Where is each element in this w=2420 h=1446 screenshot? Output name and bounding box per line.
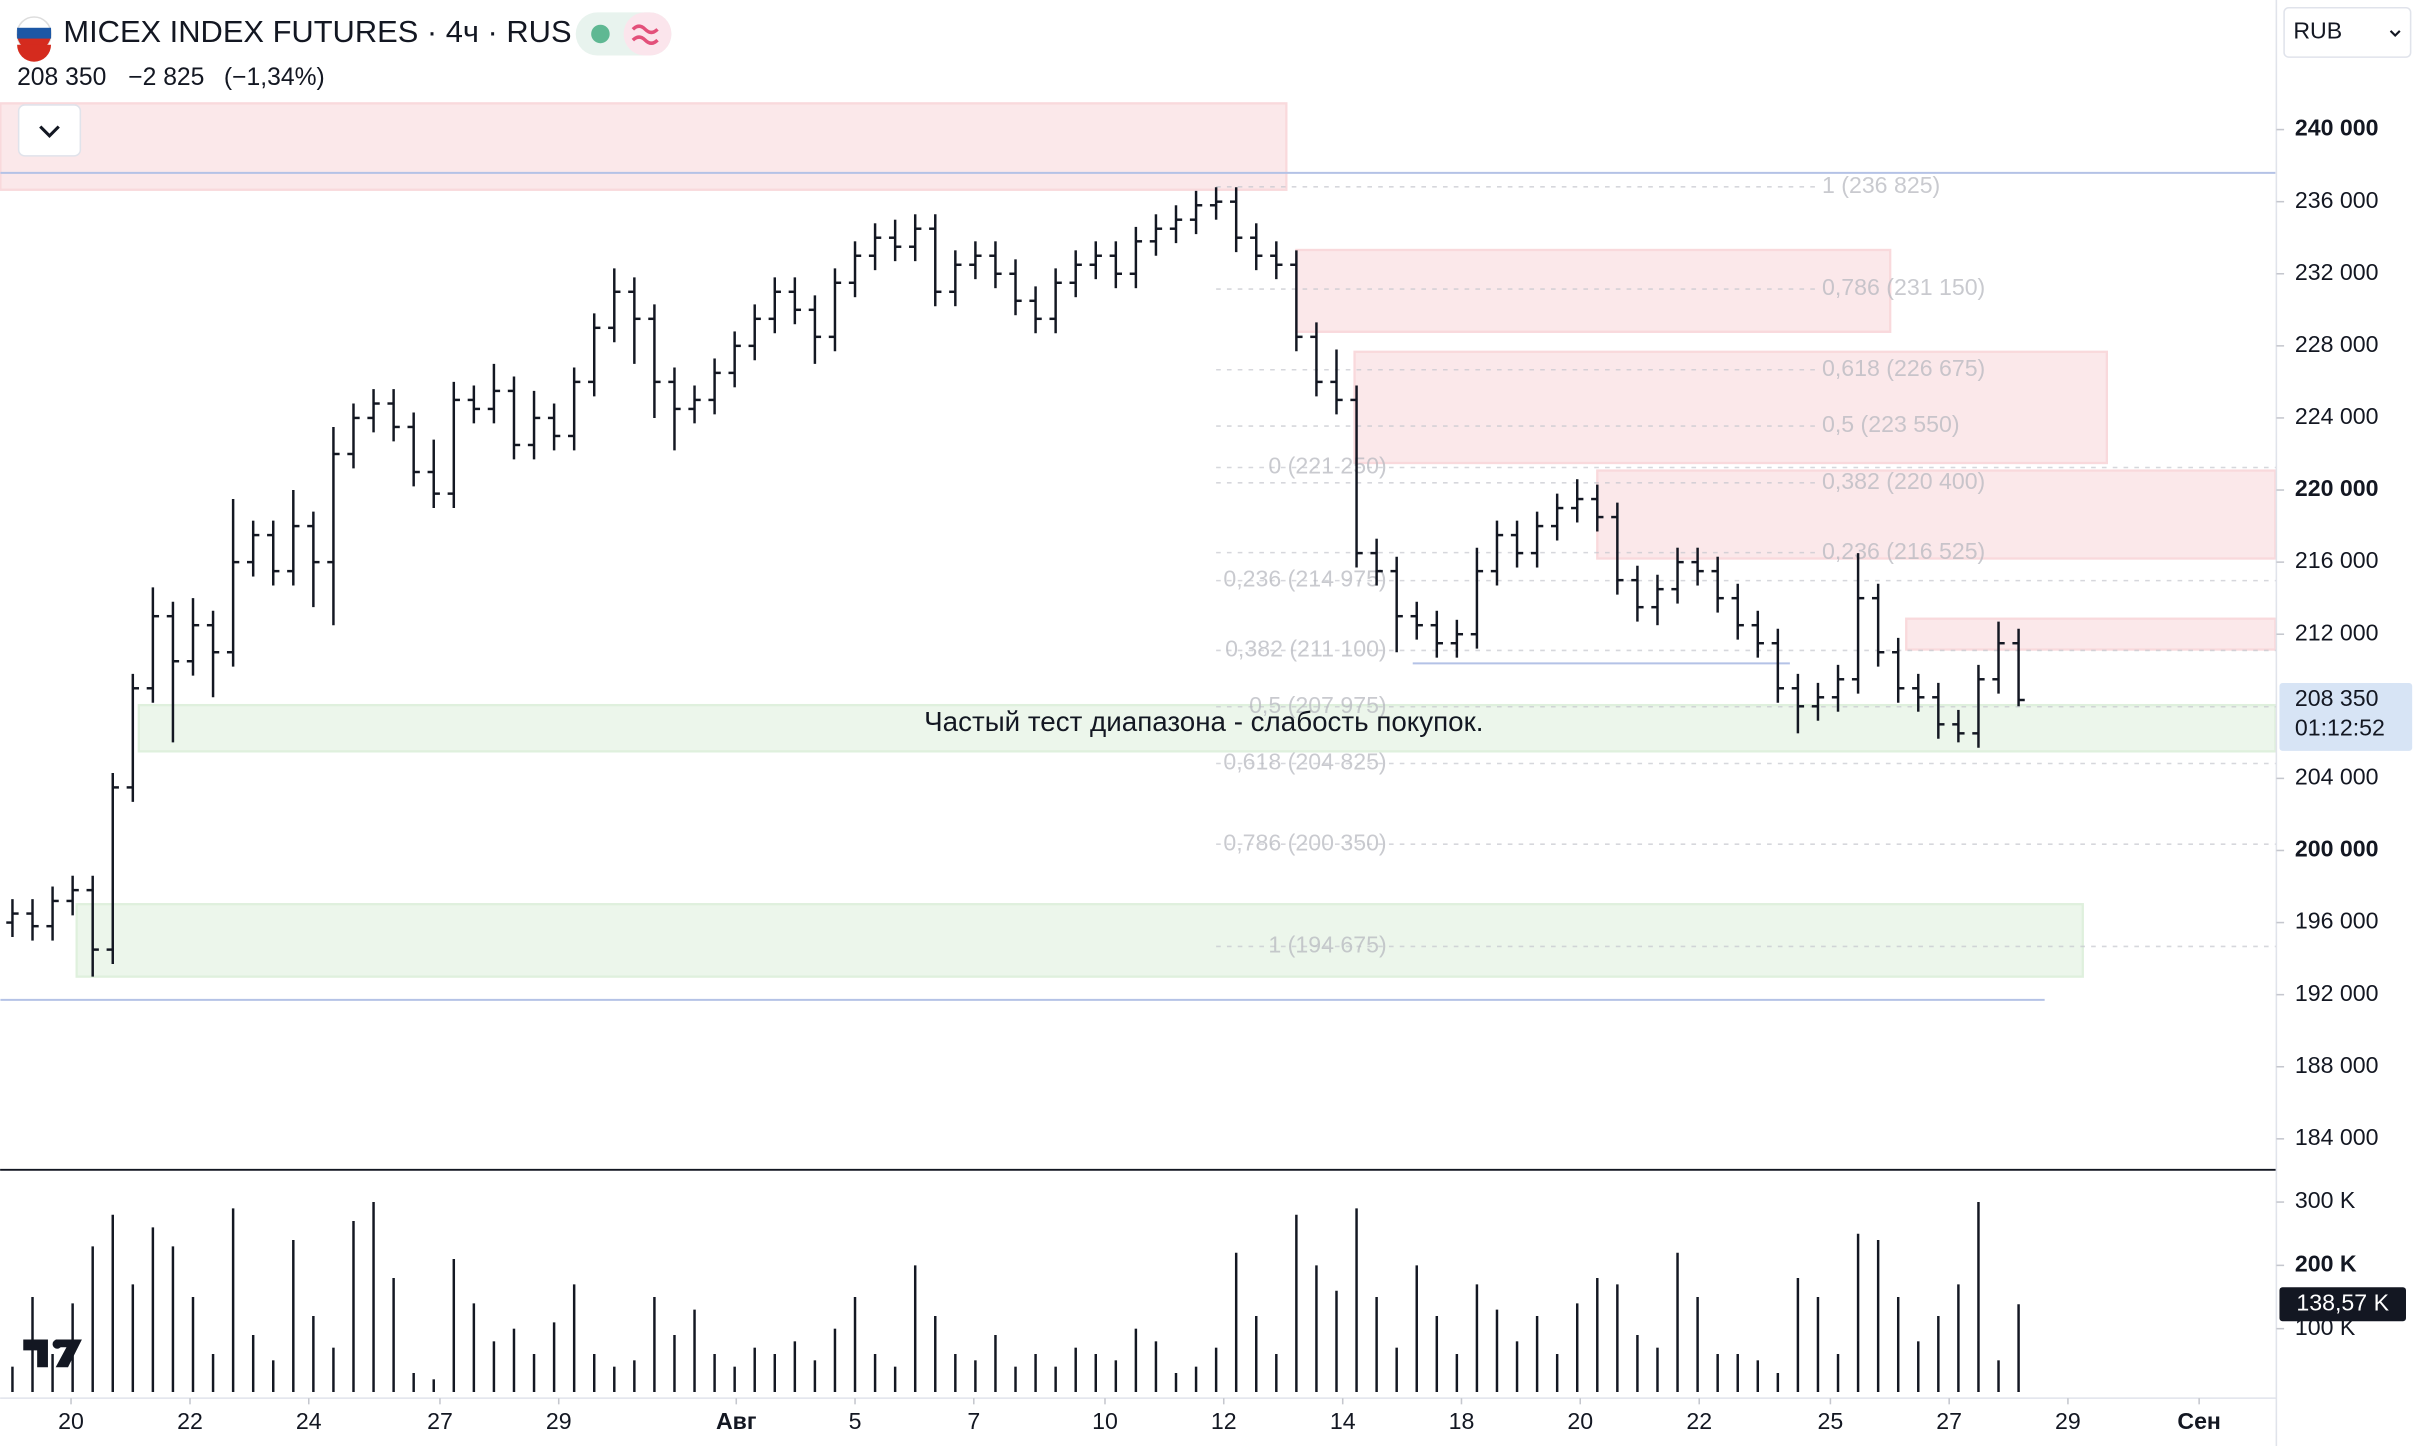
x-tick-label: 12 bbox=[1211, 1408, 1237, 1434]
legend-change-pct: (−1,34%) bbox=[224, 64, 325, 91]
annotation: Частый тест диапазона - слабость покупок… bbox=[924, 706, 1483, 737]
fib-level-label: 0,382 (220 400) bbox=[1822, 468, 1985, 494]
y-tick-label: 200 K bbox=[2295, 1250, 2357, 1276]
fib-level-label: 0,786 (231 150) bbox=[1822, 274, 1985, 300]
y-tick-label: 192 000 bbox=[2295, 980, 2379, 1006]
zone bbox=[1905, 617, 2277, 651]
collapse-button[interactable] bbox=[17, 104, 82, 157]
x-tick-label: 10 bbox=[1092, 1408, 1118, 1434]
currency-chevron bbox=[2389, 30, 2401, 38]
legend-last: 208 350 bbox=[17, 64, 106, 91]
zone bbox=[1295, 248, 1892, 333]
fib-level-label: 0,618 (204 825) bbox=[1223, 749, 1386, 775]
flag-blue bbox=[17, 27, 52, 39]
last-volume-tag bbox=[2279, 1287, 2406, 1322]
logo-shape bbox=[23, 1339, 82, 1368]
y-tick-label: 228 000 bbox=[2295, 331, 2379, 357]
status-pill-right bbox=[623, 12, 672, 56]
x-tick-label: 14 bbox=[1330, 1408, 1356, 1434]
countdown: 01:12:52 bbox=[2295, 714, 2385, 740]
x-tick-label: 5 bbox=[849, 1408, 862, 1434]
x-tick-label: 20 bbox=[58, 1408, 84, 1434]
fib-level-label: 1 (194 675) bbox=[1268, 932, 1386, 958]
x-tick-label: 20 bbox=[1567, 1408, 1593, 1434]
last-price-label: 208 350 bbox=[2295, 685, 2379, 711]
price-bars bbox=[6, 187, 2025, 977]
zone bbox=[137, 703, 2277, 753]
y-tick-label: 196 000 bbox=[2295, 908, 2379, 934]
y-tick-label: 232 000 bbox=[2295, 259, 2379, 285]
x-tick-label: 18 bbox=[1449, 1408, 1475, 1434]
y-tick-label: 184 000 bbox=[2295, 1124, 2379, 1150]
y-tick-label: 300 K bbox=[2295, 1187, 2356, 1213]
fib-level-label: 0 (221 250) bbox=[1268, 453, 1386, 479]
x-tick-label: Авг bbox=[716, 1408, 757, 1434]
x-tick-label: 22 bbox=[1686, 1408, 1712, 1434]
x-tick-label: 29 bbox=[2055, 1408, 2081, 1434]
fib-level-label: 0,5 (207 975) bbox=[1249, 692, 1387, 718]
y-tick-label: 216 000 bbox=[2295, 547, 2379, 573]
last-volume-label: 138,57 K bbox=[2296, 1289, 2389, 1315]
axes: 240 000 236 000 232 000 228 000 224 000 220 0… bbox=[58, 115, 2413, 1434]
volume-bars bbox=[11, 1202, 2020, 1392]
currency-select[interactable] bbox=[2283, 6, 2412, 58]
x-tick-label: 25 bbox=[1818, 1408, 1844, 1434]
zone bbox=[1353, 350, 2109, 465]
header: MICEX INDEX FUTURES · 4ч · RUS 208 350 −… bbox=[16, 6, 2412, 157]
tv-logo bbox=[23, 1339, 82, 1368]
fib-level-label: 0,618 (226 675) bbox=[1822, 355, 1985, 381]
x-tick-label: 24 bbox=[296, 1408, 322, 1434]
y-tick-label: 224 000 bbox=[2295, 403, 2379, 429]
x-tick-label: 27 bbox=[1936, 1408, 1962, 1434]
y-tick-label: 200 000 bbox=[2295, 836, 2379, 862]
last-price-tag bbox=[2279, 683, 2413, 751]
legend-change: −2 825 bbox=[128, 64, 204, 91]
fib-level-label: 0,786 (200 350) bbox=[1223, 829, 1386, 855]
y-tick-label: 204 000 bbox=[2295, 764, 2379, 790]
market-open-dot bbox=[591, 24, 610, 44]
status-icon bbox=[631, 24, 659, 45]
fib-level-label: 0,236 (216 525) bbox=[1822, 538, 1985, 564]
collapse-icon bbox=[39, 125, 60, 138]
x-tick-label: 29 bbox=[546, 1408, 572, 1434]
y-tick-label: 236 000 bbox=[2295, 187, 2379, 213]
fib-level-label: 0,5 (223 550) bbox=[1822, 411, 1960, 437]
y-tick-label: 220 000 bbox=[2295, 475, 2379, 501]
zone bbox=[1596, 469, 2277, 560]
y-tick-label: 240 000 bbox=[2295, 115, 2379, 141]
y-tick-label: 188 000 bbox=[2295, 1052, 2379, 1078]
x-tick-label: Сен bbox=[2177, 1408, 2221, 1434]
zone bbox=[75, 903, 2084, 978]
logo-dot bbox=[52, 1339, 62, 1349]
fib-level-label: 1 (236 825) bbox=[1822, 172, 1940, 198]
fib-level-label: 0,382 (211 100) bbox=[1225, 636, 1387, 662]
x-tick-label: 7 bbox=[967, 1408, 980, 1434]
zone bbox=[0, 102, 1288, 191]
flag-red-bottom bbox=[17, 44, 52, 62]
fib-level-label: 0,236 (214 975) bbox=[1223, 566, 1386, 592]
x-tick-label: 27 bbox=[427, 1408, 453, 1434]
currency-label: RUB bbox=[2293, 18, 2342, 44]
zones bbox=[0, 102, 2277, 1001]
x-tick-label: 22 bbox=[177, 1408, 203, 1434]
symbol-title: MICEX INDEX FUTURES · 4ч · RUS bbox=[63, 14, 571, 49]
y-tick-label: 212 000 bbox=[2295, 619, 2379, 645]
